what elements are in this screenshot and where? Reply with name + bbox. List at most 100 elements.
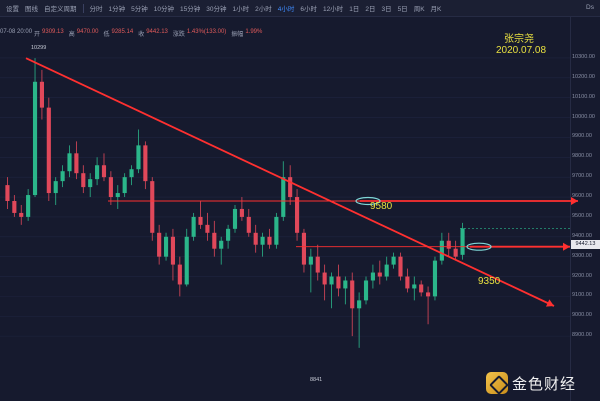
info-low-label: 低 [103, 32, 110, 38]
candle-body [350, 280, 355, 309]
candle-body [32, 81, 38, 196]
info-low: 9285.14 [111, 29, 134, 35]
toolbar-item-6[interactable]: 10分钟 [153, 6, 174, 13]
y-tick-label: 10100.00 [572, 93, 595, 100]
candle-body [426, 292, 431, 297]
candle-body [177, 264, 182, 285]
candle-body [170, 236, 176, 265]
toolbar-item-0[interactable]: 设置 [6, 6, 19, 13]
candle-body [460, 228, 465, 255]
logo-icon [486, 372, 508, 394]
candle-body [219, 240, 224, 249]
toolbar-item-10[interactable]: 2小时 [255, 6, 272, 13]
candle-body [81, 173, 86, 188]
intersection-ellipse-upper [355, 196, 381, 206]
candle-body [129, 169, 134, 178]
info-open: 9309.13 [42, 29, 64, 35]
candle-body [398, 256, 403, 277]
candle-body [12, 201, 17, 213]
price-axis[interactable] [570, 17, 600, 401]
candle-body [336, 276, 341, 289]
candle-body [288, 177, 293, 198]
level-upper-label: 9580 [370, 201, 393, 212]
info-datetime: 07-08 20:00 [0, 29, 33, 35]
candle-body [432, 260, 438, 297]
toolbar-separator [82, 3, 84, 13]
toolbar-item-19[interactable]: 月K [430, 6, 442, 13]
y-tick-label: 9600.00 [572, 193, 592, 200]
candle-body [363, 280, 369, 301]
info-open-label: 开 [34, 32, 41, 38]
info-high-label: 高 [68, 32, 75, 38]
toolbar-item-15[interactable]: 2日 [365, 6, 376, 13]
candle-body [26, 195, 31, 217]
brand-logo: 金色财经 [486, 372, 576, 394]
info-change-label: 涨跌 [172, 32, 185, 38]
candle-body [315, 256, 320, 273]
y-tick-label: 10000.00 [572, 113, 595, 120]
candle-body [246, 216, 251, 233]
y-tick-label: 9400.00 [572, 232, 592, 239]
toolbar-item-4[interactable]: 1分钟 [108, 6, 126, 13]
candle-body [67, 153, 72, 172]
candle-body [260, 236, 265, 245]
candle-body [419, 284, 424, 293]
candle-body [226, 228, 231, 241]
toolbar-item-3[interactable]: 分时 [89, 6, 103, 13]
date-label: 2020.07.08 [496, 45, 547, 56]
y-tick-label: 9000.00 [572, 312, 592, 319]
y-tick-label: 9700.00 [572, 173, 592, 180]
candle-body [294, 197, 300, 233]
toolbar-item-14[interactable]: 1日 [349, 6, 360, 13]
candle-body [384, 264, 389, 277]
y-tick-label: 9300.00 [572, 252, 592, 259]
candle-body [143, 145, 148, 182]
candle-body [163, 236, 169, 257]
candle-body [191, 216, 196, 237]
candle-body [308, 256, 313, 265]
candle-body [150, 181, 155, 233]
candle-body [370, 272, 375, 281]
toolbar-item-13[interactable]: 12小时 [322, 6, 344, 13]
toolbar-item-5[interactable]: 5分钟 [131, 6, 148, 13]
candle-body [108, 177, 113, 198]
candle-body [253, 232, 258, 245]
author-label: 张宗尧 [504, 34, 534, 45]
level-lower-label: 9350 [478, 276, 501, 287]
intersection-ellipse-lower [466, 242, 492, 251]
y-tick-label: 9200.00 [572, 272, 592, 279]
candle-body [115, 193, 120, 198]
candle-body [53, 181, 58, 194]
candle-body [184, 236, 189, 285]
toolbar-item-9[interactable]: 1小时 [232, 6, 250, 13]
y-tick-label: 9500.00 [572, 212, 592, 219]
candle-body [5, 185, 10, 202]
info-amplitude-label: 振幅 [231, 32, 244, 38]
candle-body [205, 224, 210, 233]
toolbar-item-17[interactable]: 5日 [397, 6, 408, 13]
logo-text: 金色财经 [512, 374, 577, 393]
support-line-lower-arrowhead [563, 242, 570, 251]
candle-body [301, 232, 307, 265]
candle-body [453, 248, 458, 257]
info-change: 1.43%(133.00) [186, 29, 227, 35]
y-tick-label: 9100.00 [572, 292, 592, 299]
toolbar-item-18[interactable]: 周K [413, 6, 425, 13]
toolbar-item-16[interactable]: 3日 [381, 6, 392, 13]
candle-body [446, 240, 451, 249]
toolbar-item-12[interactable]: 6小时 [300, 6, 317, 13]
low-marker: 8841 [309, 377, 324, 383]
candle-body [39, 81, 44, 108]
info-amplitude: 1.99% [245, 29, 263, 35]
toolbar-item-1[interactable]: 图线 [25, 6, 38, 13]
toolbar-item-8[interactable]: 30分钟 [206, 6, 227, 13]
toolbar-item-11[interactable]: 4小时 [277, 6, 295, 13]
info-close: 9442.13 [146, 29, 168, 35]
toolbar-item-2[interactable]: 自定义周期 [44, 6, 77, 13]
high-marker: 10299 [30, 45, 48, 51]
candle-body [322, 272, 327, 285]
toolbar-item-7[interactable]: 15分钟 [179, 6, 201, 13]
toolbar-right-label[interactable]: Ds [586, 4, 594, 11]
y-tick-label: 10300.00 [572, 53, 595, 60]
